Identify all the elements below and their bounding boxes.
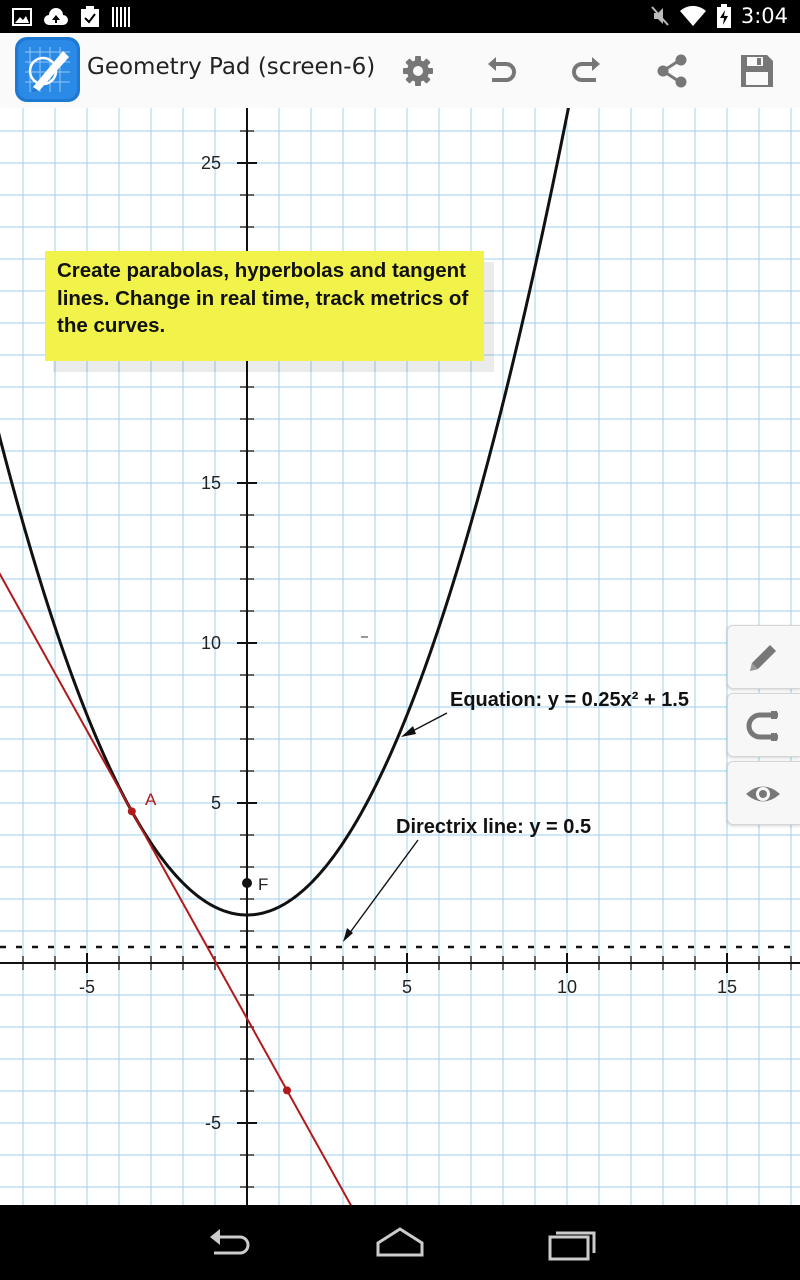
x-tick-label: 10 [557, 977, 577, 997]
y-tick-label: -5 [205, 1113, 221, 1133]
tangent-line[interactable] [0, 558, 375, 1205]
visibility-tool-button[interactable] [727, 761, 800, 825]
y-tick-label: 5 [211, 793, 221, 813]
settings-icon [403, 56, 433, 86]
directrix-arrow-head [343, 928, 353, 942]
y-tick-label: 10 [201, 633, 221, 653]
graph-svg[interactable]: -5 5 10 15 25 15 10 5 -5 Create parabolas, hyper… [0, 108, 800, 1205]
focus-point[interactable] [242, 878, 252, 888]
note-container: Create parabolas, hyperbolas and tangent… [57, 259, 469, 337]
settings-button[interactable] [398, 51, 438, 91]
pencil-icon [750, 645, 776, 671]
app-logo-icon [15, 37, 80, 102]
undo-button[interactable] [482, 51, 522, 91]
status-bar: 3:04 [0, 0, 800, 33]
share-button[interactable] [652, 51, 692, 91]
wifi-icon [679, 5, 706, 26]
recents-icon [548, 1231, 596, 1261]
note-background [45, 251, 484, 361]
battery-charging-icon [716, 4, 731, 28]
pencil-tool-button[interactable] [727, 625, 800, 689]
back-button[interactable] [200, 1223, 260, 1263]
redo-button[interactable] [566, 51, 606, 91]
recents-button[interactable] [542, 1223, 602, 1263]
redo-icon [572, 57, 600, 82]
x-tick-label: -5 [79, 977, 95, 997]
home-button[interactable] [370, 1223, 430, 1263]
save-icon [741, 55, 773, 87]
note-text[interactable]: Create parabolas, hyperbolas and tangent… [57, 259, 469, 337]
grid [0, 108, 800, 1205]
share-icon [657, 54, 687, 88]
point-a-label: A [145, 790, 157, 809]
navigation-bar [0, 1205, 800, 1280]
clipboard-check-icon [81, 6, 99, 27]
app-title: Geometry Pad (screen-6) [87, 54, 376, 80]
directrix-arrow [345, 839, 419, 939]
shapes [0, 108, 800, 1205]
save-button[interactable] [737, 51, 777, 91]
cloud-upload-icon [44, 8, 68, 25]
y-tick-label: 25 [201, 153, 221, 173]
back-icon [210, 1229, 250, 1255]
magnet-icon [746, 711, 778, 741]
point-f-label: F [258, 875, 268, 894]
x-tick-label: 5 [402, 977, 412, 997]
directrix-label[interactable]: Directrix line: y = 0.5 [396, 816, 591, 838]
image-icon [12, 8, 32, 26]
home-icon [376, 1227, 424, 1257]
x-tick-label: 15 [717, 977, 737, 997]
undo-icon [488, 57, 516, 82]
magnet-tool-button[interactable] [727, 693, 800, 757]
parabola-curve[interactable] [0, 108, 597, 917]
mute-icon [651, 6, 669, 26]
eye-icon [746, 786, 780, 802]
y-tick-label: 15 [201, 473, 221, 493]
status-time: 3:04 [740, 4, 788, 28]
tangent-point-b[interactable] [283, 1086, 291, 1095]
barcode-icon [112, 7, 130, 27]
geometry-canvas[interactable]: -5 5 10 15 25 15 10 5 -5 Create parabolas, hyper… [0, 108, 800, 1205]
equation-label[interactable]: Equation: y = 0.25x² + 1.5 [450, 689, 689, 711]
app-bar: Geometry Pad (screen-6) [0, 33, 800, 109]
equation-arrow-head [401, 726, 416, 737]
point-a[interactable] [127, 807, 136, 816]
